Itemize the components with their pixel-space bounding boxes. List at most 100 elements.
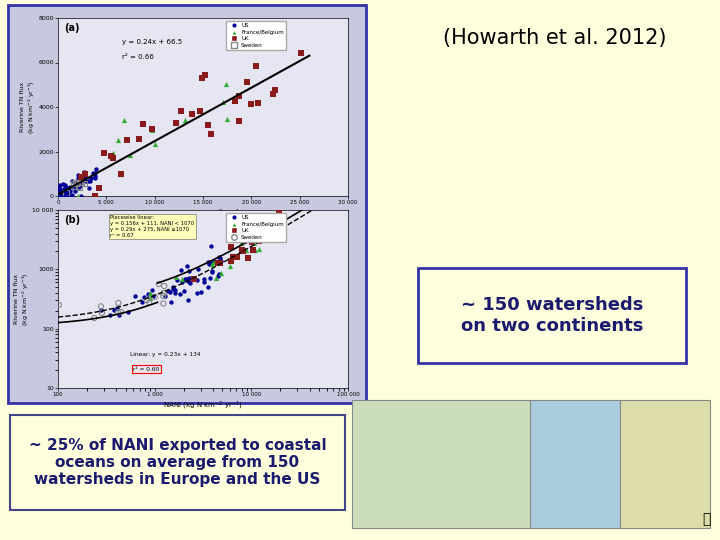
Point — [86, 174, 97, 183]
Point — [204, 260, 215, 269]
Point — [238, 237, 250, 245]
Point — [204, 257, 216, 266]
Point — [206, 259, 217, 268]
Point — [89, 172, 101, 180]
Point — [57, 192, 68, 200]
Legend: US, France/Belgium, UK, Sweden: US, France/Belgium, UK, Sweden — [226, 21, 286, 50]
Point — [58, 187, 70, 195]
Point — [175, 106, 186, 115]
Point — [84, 184, 95, 193]
Point — [62, 187, 73, 196]
Point — [153, 280, 165, 288]
Point — [78, 173, 89, 182]
Point — [66, 177, 78, 185]
Bar — [8, 5, 366, 403]
Point — [192, 289, 203, 298]
Point — [222, 115, 233, 124]
Point — [195, 288, 207, 297]
Point — [54, 192, 66, 200]
Point — [247, 246, 258, 254]
Point — [68, 182, 79, 191]
Point — [215, 256, 227, 265]
Bar — [418, 268, 686, 363]
Point — [212, 259, 224, 267]
Point — [269, 85, 281, 94]
Point — [53, 184, 65, 193]
Point — [214, 259, 225, 268]
X-axis label: NANI (kg N km$^{-2}$ yr$^{-1}$): NANI (kg N km$^{-2}$ yr$^{-1}$) — [163, 400, 243, 412]
Point — [80, 172, 91, 180]
Point — [64, 185, 76, 193]
Point — [268, 215, 279, 224]
Point — [255, 230, 266, 239]
Point — [209, 256, 220, 265]
Point — [167, 282, 179, 291]
Point — [296, 49, 307, 58]
Point — [136, 298, 148, 306]
Point — [76, 173, 87, 181]
Point — [58, 185, 70, 194]
Point — [98, 149, 109, 158]
Point — [169, 286, 181, 295]
Point — [253, 245, 265, 253]
Point — [207, 266, 218, 275]
Point — [184, 278, 196, 287]
Point — [55, 192, 67, 200]
Point — [107, 154, 119, 163]
Point — [181, 275, 193, 284]
Point — [145, 286, 157, 295]
Text: (Howarth et al. 2012): (Howarth et al. 2012) — [444, 28, 667, 48]
Point — [71, 178, 83, 186]
Point — [248, 239, 260, 247]
Point — [170, 273, 181, 281]
Point — [58, 192, 70, 200]
Point — [184, 267, 195, 275]
Point — [83, 177, 94, 186]
Point — [212, 272, 223, 280]
Point — [270, 228, 282, 237]
Point — [215, 256, 226, 265]
Point — [69, 187, 81, 196]
Point — [61, 184, 73, 192]
Point — [76, 172, 87, 180]
Point — [194, 107, 206, 116]
Point — [59, 182, 71, 191]
Point — [207, 268, 218, 276]
Bar — [352, 400, 530, 528]
Point — [60, 188, 72, 197]
Point — [167, 285, 179, 293]
Point — [164, 288, 176, 296]
Point — [72, 174, 84, 183]
Text: r² = 0.60: r² = 0.60 — [133, 367, 160, 372]
Point — [54, 180, 66, 189]
Point — [70, 179, 81, 187]
Point — [73, 183, 85, 191]
Point — [78, 179, 90, 188]
Point — [243, 254, 254, 263]
Point — [174, 289, 186, 298]
Point — [169, 288, 181, 297]
Point — [197, 73, 208, 82]
Point — [112, 304, 123, 313]
Text: Piecewise linear:
y = 0.156x + 111, NANI < 1070
y = 0.29x + 275, NANI ≥1070
r² =: Piecewise linear: y = 0.156x + 111, NANI… — [110, 215, 194, 238]
Point — [76, 178, 87, 186]
Point — [81, 177, 92, 186]
Point — [89, 314, 100, 322]
Point — [158, 282, 170, 291]
Point — [53, 184, 65, 193]
Point — [225, 256, 236, 265]
Point — [274, 226, 285, 235]
Point — [59, 188, 71, 197]
Text: 🔊: 🔊 — [702, 512, 710, 526]
Text: y = 0.24x + 66.5: y = 0.24x + 66.5 — [122, 39, 182, 45]
Point — [205, 130, 217, 138]
Point — [148, 292, 159, 300]
Point — [146, 126, 158, 134]
Point — [213, 269, 225, 278]
Point — [70, 178, 81, 187]
Point — [158, 292, 169, 300]
Point — [69, 184, 81, 192]
Point — [214, 256, 225, 265]
Point — [61, 184, 73, 193]
Point — [237, 247, 248, 256]
